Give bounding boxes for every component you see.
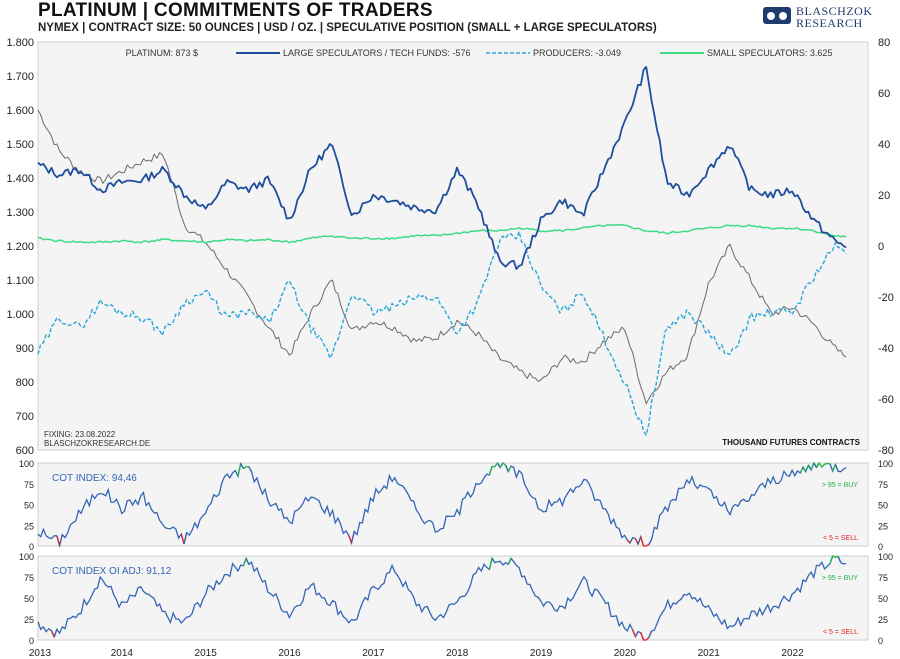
cot-index-oi-adj-left-tick: 50: [24, 594, 34, 604]
cot-index-left-tick: 25: [24, 521, 34, 531]
left-axis-tick: 1.200: [6, 241, 34, 253]
cot-index-line: [648, 466, 804, 545]
right-axis-tick: -20: [878, 292, 894, 304]
left-axis-tick: 600: [16, 445, 34, 457]
left-axis-tick: 700: [16, 411, 34, 423]
cot-index-title: COT INDEX: 94,46: [52, 473, 137, 484]
right-axis-tick: 60: [878, 88, 890, 100]
cot-index-line: [248, 466, 353, 544]
left-axis-tick: 1.800: [6, 37, 34, 49]
x-axis-year-tick: 2015: [195, 648, 218, 659]
cot-index-right-tick: 0: [878, 542, 883, 552]
cot-index-line: [350, 466, 493, 544]
cot-index-left-tick: 50: [24, 501, 34, 511]
cot-index-left-tick: 0: [29, 542, 34, 552]
cot-index-oi-adj-line: [53, 558, 247, 638]
right-axis-tick: 20: [878, 190, 890, 202]
cot-index-oi-adj-left-tick: 75: [24, 573, 34, 583]
cot-index-oi-adj-left-tick: 25: [24, 615, 34, 625]
cot-index-right-tick: 75: [878, 480, 888, 490]
x-axis-year-tick: 2022: [781, 648, 804, 659]
x-axis-year-tick: 2017: [362, 648, 385, 659]
left-axis-tick: 800: [16, 377, 34, 389]
cot-index-line: [834, 464, 847, 473]
left-axis-tick: 1.100: [6, 275, 34, 287]
cot-index-oi-adj-left-tick: 0: [29, 636, 34, 646]
cot-index-right-tick: 100: [878, 459, 893, 469]
cot-index-oi-adj-sell-label: < 5 = SELL: [823, 629, 858, 636]
legend-large-speculators: LARGE SPECULATORS / TECH FUNDS: -576: [283, 48, 471, 58]
producers-line: [37, 231, 847, 436]
cot-index-oi-adj-buy-label: > 95 = BUY: [822, 575, 859, 582]
legend-producers: PRODUCERS: -3.049: [533, 48, 621, 58]
right-axis-tick: 0: [878, 241, 884, 253]
cot-index-oi-adj-line: [510, 557, 637, 637]
cot-index-oi-adj-title: COT INDEX OI ADJ: 91,12: [52, 566, 172, 577]
contracts-unit-note: THOUSAND FUTURES CONTRACTS: [722, 438, 860, 447]
cot-index-left-tick: 100: [19, 459, 34, 469]
left-axis-tick: 1.300: [6, 207, 34, 219]
source-note: BLASCHZOKRESEARCH.DE: [44, 439, 150, 448]
left-axis-tick: 1.000: [6, 309, 34, 321]
chart-subtitle: NYMEX | CONTRACT SIZE: 50 OUNCES | USD /…: [38, 22, 657, 34]
fixing-note: FIXING: 23.08.2022: [44, 430, 116, 439]
cot-index-plot-area: [37, 462, 869, 547]
main-plot-area: [37, 41, 869, 451]
brand-logo: BLASCHZOK RESEARCH: [762, 4, 894, 30]
x-axis-year-tick: 2013: [29, 648, 52, 659]
right-axis-tick: 40: [878, 139, 890, 151]
cot-index-oi-adj-right-tick: 100: [878, 552, 893, 562]
left-axis-tick: 1.700: [6, 71, 34, 83]
left-axis-tick: 900: [16, 343, 34, 355]
x-axis-year-tick: 2019: [530, 648, 553, 659]
cot-index-line: [183, 463, 242, 545]
chart-title: PLATINUM | COMMITMENTS OF TRADERS: [38, 0, 433, 21]
small-speculators-line: [37, 223, 847, 244]
cot-index-right-tick: 25: [878, 521, 888, 531]
left-axis-tick: 1.600: [6, 105, 34, 117]
cot-index-oi-adj-left-tick: 100: [19, 552, 34, 562]
cot-index-line: [58, 487, 185, 546]
legend-price: PLATINUM: 873 $: [126, 48, 198, 58]
cot-index-oi-adj-right-tick: 25: [878, 615, 888, 625]
x-axis-year-tick: 2020: [614, 648, 637, 659]
cot-index-line: [37, 527, 61, 546]
bull-bear-icon: [763, 7, 791, 24]
x-axis-year-tick: 2018: [446, 648, 469, 659]
cot-index-oi-adj-line: [648, 555, 834, 638]
x-axis-year-tick: 2016: [278, 648, 301, 659]
cot-index-right-tick: 50: [878, 501, 888, 511]
cot-index-oi-adj-right-tick: 50: [878, 594, 888, 604]
right-axis-tick: -80: [878, 445, 894, 457]
cot-index-oi-adj-right-tick: 0: [878, 636, 883, 646]
cot-index-left-tick: 75: [24, 480, 34, 490]
cot-index-sell-label: < 5 = SELL: [823, 535, 858, 542]
cot-index-line: [510, 465, 631, 544]
x-axis-year-tick: 2021: [698, 648, 721, 659]
right-axis-tick: -40: [878, 343, 894, 355]
x-axis-year-tick: 2014: [111, 648, 134, 659]
right-axis-tick: -60: [878, 394, 894, 406]
cot-index-oi-adj-line: [837, 556, 847, 565]
right-axis-tick: 80: [878, 37, 890, 49]
cot-index-oi-adj-right-tick: 75: [878, 573, 888, 583]
logo-line2: RESEARCH: [796, 16, 863, 30]
large-speculators-line: [37, 66, 847, 270]
left-axis-tick: 1.400: [6, 173, 34, 185]
left-axis-tick: 1.500: [6, 139, 34, 151]
legend-small-speculators: SMALL SPECULATORS: 3.625: [707, 48, 832, 58]
cot-index-buy-label: > 95 = BUY: [822, 482, 859, 489]
cot-index-oi-adj-line: [245, 558, 493, 624]
logo-line1: BLASCHZOK: [796, 4, 873, 18]
